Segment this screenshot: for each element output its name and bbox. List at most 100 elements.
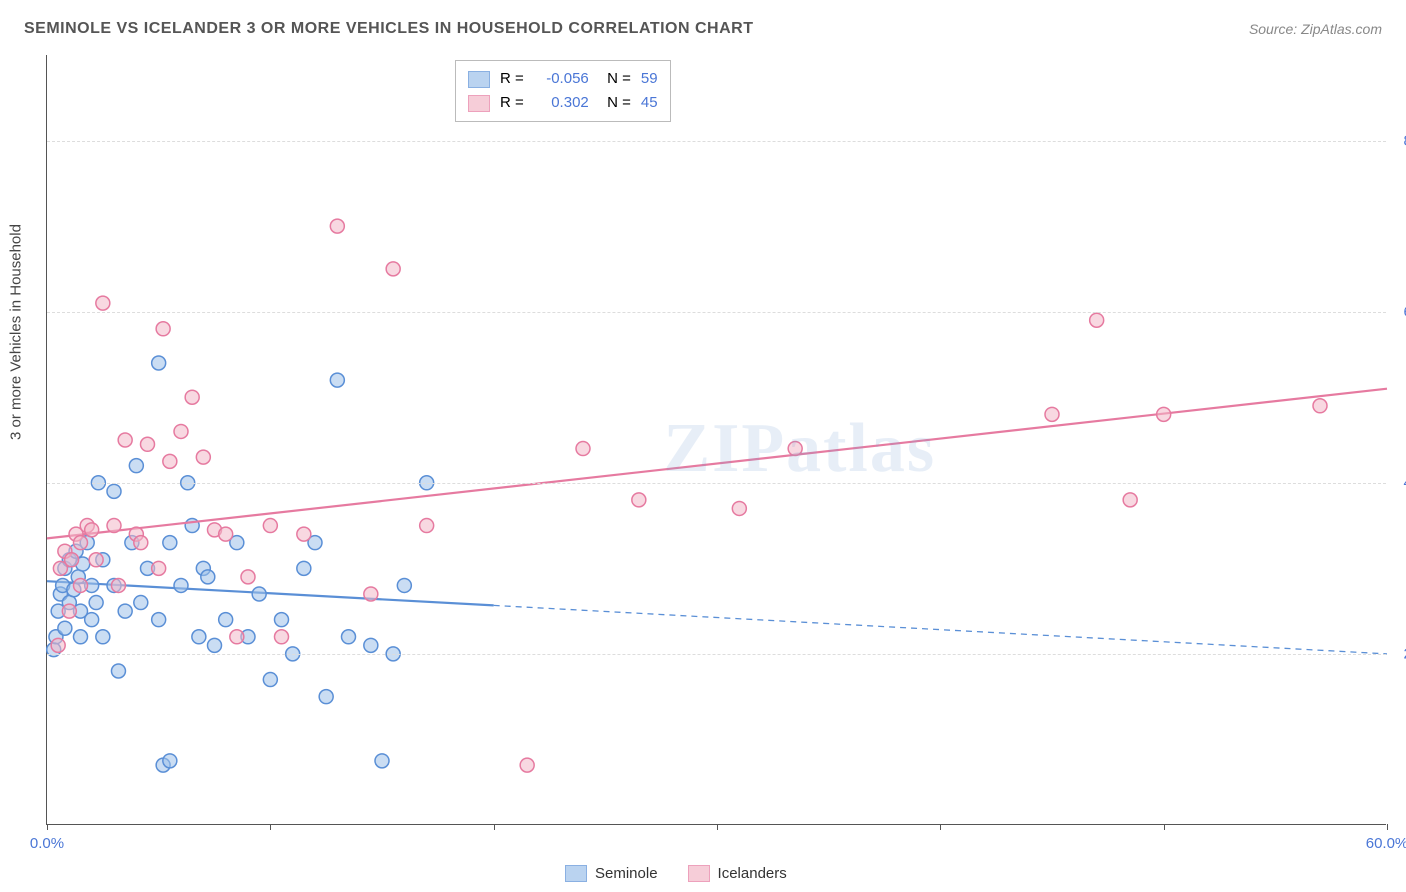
legend-r-label: R = <box>500 91 524 115</box>
legend-row: R = 0.302 N = 45 <box>468 91 658 115</box>
data-point <box>89 553 103 567</box>
data-point <box>342 630 356 644</box>
gridline <box>47 483 1386 484</box>
data-point <box>1123 493 1137 507</box>
legend-swatch <box>468 71 490 88</box>
data-point <box>420 519 434 533</box>
legend-n-label: N = <box>599 67 631 91</box>
data-point <box>297 561 311 575</box>
data-point <box>152 561 166 575</box>
data-point <box>74 536 88 550</box>
data-point <box>375 754 389 768</box>
series-legend-item: Seminole <box>565 865 658 882</box>
data-point <box>156 322 170 336</box>
data-point <box>386 262 400 276</box>
correlation-legend: R = -0.056 N = 59R = 0.302 N = 45 <box>455 60 671 122</box>
data-point <box>118 604 132 618</box>
data-point <box>111 664 125 678</box>
x-tick <box>717 824 718 830</box>
data-point <box>58 621 72 635</box>
data-point <box>107 484 121 498</box>
data-point <box>275 613 289 627</box>
legend-n-value: 59 <box>641 67 658 91</box>
data-point <box>85 613 99 627</box>
data-point <box>85 523 99 537</box>
data-point <box>89 596 103 610</box>
data-point <box>74 630 88 644</box>
x-tick <box>940 824 941 830</box>
x-tick <box>270 824 271 830</box>
data-point <box>230 630 244 644</box>
data-point <box>192 630 206 644</box>
data-point <box>364 638 378 652</box>
data-point <box>219 527 233 541</box>
y-tick-label: 20.0% <box>1391 645 1406 662</box>
data-point <box>208 638 222 652</box>
y-axis-label: 3 or more Vehicles in Household <box>8 224 25 440</box>
title-bar: SEMINOLE VS ICELANDER 3 OR MORE VEHICLES… <box>24 20 1382 38</box>
data-point <box>1090 313 1104 327</box>
data-point <box>118 433 132 447</box>
data-point <box>134 596 148 610</box>
legend-swatch <box>565 865 587 882</box>
data-point <box>241 570 255 584</box>
data-point <box>319 690 333 704</box>
x-tick <box>1387 824 1388 830</box>
data-point <box>263 673 277 687</box>
data-point <box>96 296 110 310</box>
data-point <box>1157 407 1171 421</box>
data-point <box>62 604 76 618</box>
y-tick-label: 80.0% <box>1391 132 1406 149</box>
data-point <box>330 219 344 233</box>
data-point <box>275 630 289 644</box>
data-point <box>152 613 166 627</box>
x-tick-label: 0.0% <box>30 835 64 852</box>
x-tick <box>47 824 48 830</box>
legend-row: R = -0.056 N = 59 <box>468 67 658 91</box>
data-point <box>96 630 110 644</box>
legend-swatch <box>468 95 490 112</box>
data-point <box>163 536 177 550</box>
legend-r-label: R = <box>500 67 524 91</box>
data-point <box>163 754 177 768</box>
source-label: Source: ZipAtlas.com <box>1249 21 1382 37</box>
data-point <box>364 587 378 601</box>
chart-svg <box>47 55 1386 824</box>
data-point <box>65 553 79 567</box>
legend-n-value: 45 <box>641 91 658 115</box>
data-point <box>51 638 65 652</box>
data-point <box>174 578 188 592</box>
data-point <box>174 424 188 438</box>
data-point <box>1045 407 1059 421</box>
chart-title: SEMINOLE VS ICELANDER 3 OR MORE VEHICLES… <box>24 20 753 38</box>
data-point <box>732 501 746 515</box>
legend-swatch <box>688 865 710 882</box>
data-point <box>397 578 411 592</box>
x-tick <box>1164 824 1165 830</box>
data-point <box>107 519 121 533</box>
data-point <box>152 356 166 370</box>
data-point <box>196 450 210 464</box>
plot-area: ZIPatlas 20.0%40.0%60.0%80.0%0.0%60.0% <box>46 55 1386 825</box>
data-point <box>632 493 646 507</box>
legend-r-value: -0.056 <box>534 67 589 91</box>
data-point <box>141 437 155 451</box>
x-tick-label: 60.0% <box>1366 835 1406 852</box>
data-point <box>576 442 590 456</box>
data-point <box>163 454 177 468</box>
gridline <box>47 312 1386 313</box>
y-tick-label: 40.0% <box>1391 474 1406 491</box>
legend-n-label: N = <box>599 91 631 115</box>
data-point <box>788 442 802 456</box>
x-tick <box>494 824 495 830</box>
data-point <box>111 578 125 592</box>
data-point <box>185 390 199 404</box>
data-point <box>263 519 277 533</box>
data-point <box>520 758 534 772</box>
data-point <box>219 613 233 627</box>
data-point <box>129 459 143 473</box>
data-point <box>74 578 88 592</box>
data-point <box>330 373 344 387</box>
gridline <box>47 141 1386 142</box>
gridline <box>47 654 1386 655</box>
